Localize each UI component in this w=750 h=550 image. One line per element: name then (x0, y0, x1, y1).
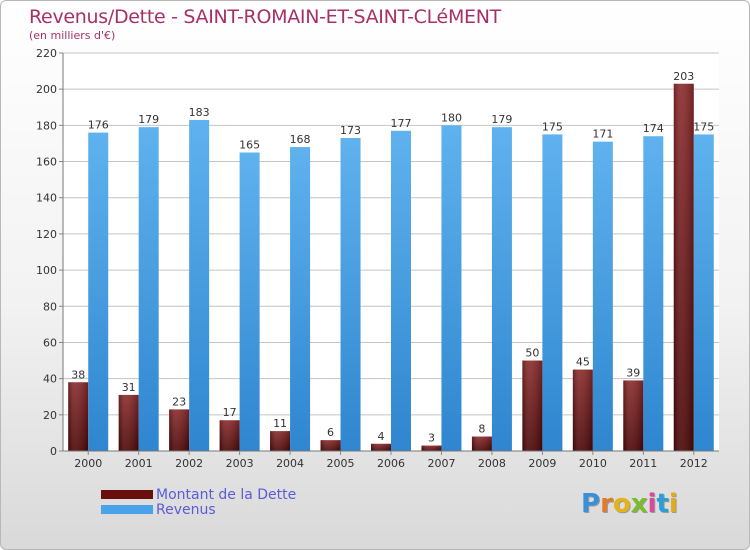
data-label-revenus: 180 (441, 111, 462, 124)
bar-revenus (88, 132, 109, 451)
bar-revenus (693, 134, 714, 451)
x-tick-label: 2003 (226, 457, 254, 470)
y-tick-label: 160 (36, 156, 57, 169)
proxiti-logo: Proxiti (581, 489, 678, 519)
bar-revenus (239, 152, 260, 451)
logo-letter: P (581, 489, 601, 519)
data-label-revenus: 183 (189, 106, 210, 119)
bar-revenus (138, 127, 159, 451)
bar-revenus (189, 119, 210, 451)
data-label-dette: 4 (378, 430, 385, 443)
data-label-revenus: 174 (643, 122, 664, 135)
y-tick-label: 100 (36, 264, 57, 277)
bar-revenus (542, 134, 563, 451)
x-tick-label: 2012 (680, 457, 708, 470)
bar-dette-shade (421, 445, 442, 451)
data-label-dette: 38 (71, 368, 85, 381)
x-tick-label: 2005 (327, 457, 355, 470)
legend-label-dette: Montant de la Dette (156, 487, 297, 503)
x-tick-label: 2002 (175, 457, 203, 470)
x-tick-label: 2008 (478, 457, 506, 470)
bar-revenus (643, 136, 664, 451)
data-label-dette: 203 (673, 70, 694, 83)
data-label-dette: 39 (626, 366, 640, 379)
bar-revenus (441, 125, 462, 451)
bar-dette-shade (572, 369, 593, 451)
bar-revenus (491, 127, 512, 451)
legend-label-revenus: Revenus (156, 502, 216, 518)
data-label-dette: 17 (223, 406, 237, 419)
bar-dette-shade (118, 394, 139, 451)
x-tick-label: 2000 (74, 457, 102, 470)
data-label-dette: 50 (525, 347, 539, 360)
bar-revenus (340, 138, 361, 451)
x-tick-label: 2007 (427, 457, 455, 470)
bar-dette-shade (623, 380, 644, 451)
bar-dette-shade (68, 382, 89, 451)
data-label-revenus: 173 (340, 124, 361, 137)
y-tick-label: 120 (36, 228, 57, 241)
bar-revenus (391, 130, 411, 452)
bar-dette-shade (371, 443, 391, 451)
data-label-dette: 8 (478, 423, 485, 436)
bar-revenus (592, 141, 613, 452)
data-label-revenus: 177 (391, 117, 412, 130)
bar-dette-shade (169, 409, 190, 451)
y-tick-label: 180 (36, 119, 57, 132)
legend-swatch-revenus (101, 505, 153, 514)
y-tick-label: 200 (36, 83, 57, 96)
chart-subtitle: (en milliers d'€) (29, 29, 116, 42)
y-tick-label: 60 (43, 336, 57, 349)
data-label-dette: 23 (172, 395, 186, 408)
legend-swatch-dette (101, 490, 153, 499)
logo-letter: i (647, 489, 657, 519)
logo-letter: t (656, 489, 669, 519)
logo-letter: x (630, 489, 648, 519)
bar-dette-shade (219, 420, 240, 451)
y-tick-label: 0 (50, 445, 57, 458)
logo-letter: o (612, 489, 631, 519)
data-label-revenus: 175 (693, 120, 714, 133)
y-tick-label: 20 (43, 409, 57, 422)
bar-dette-shade (471, 436, 492, 451)
data-label-dette: 11 (273, 417, 287, 430)
data-label-dette: 3 (428, 432, 435, 445)
x-tick-label: 2011 (629, 457, 657, 470)
data-label-revenus: 165 (239, 139, 260, 152)
data-label-revenus: 179 (491, 113, 512, 126)
bar-dette-shade (522, 360, 543, 451)
data-label-dette: 31 (122, 381, 136, 394)
logo-letter: r (600, 489, 613, 519)
data-label-dette: 6 (327, 426, 334, 439)
chart-title: Revenus/Dette - SAINT-ROMAIN-ET-SAINT-CL… (29, 6, 501, 28)
data-label-dette: 45 (576, 356, 590, 369)
x-tick-label: 2001 (125, 457, 153, 470)
data-label-revenus: 168 (290, 133, 311, 146)
data-label-revenus: 171 (592, 128, 613, 141)
x-tick-label: 2009 (528, 457, 556, 470)
data-label-revenus: 176 (88, 119, 109, 132)
data-label-revenus: 175 (542, 120, 563, 133)
y-tick-label: 80 (43, 300, 57, 313)
y-tick-label: 140 (36, 192, 57, 205)
bar-dette-shade (320, 440, 341, 451)
bar-dette-shade (673, 83, 694, 451)
x-tick-label: 2004 (276, 457, 304, 470)
x-tick-label: 2006 (377, 457, 405, 470)
y-tick-label: 40 (43, 373, 57, 386)
y-tick-label: 220 (36, 47, 57, 60)
data-label-revenus: 179 (138, 113, 159, 126)
bar-revenus (290, 147, 311, 451)
x-tick-label: 2010 (579, 457, 607, 470)
logo-letter: i (668, 489, 678, 519)
bar-dette-shade (270, 431, 291, 451)
